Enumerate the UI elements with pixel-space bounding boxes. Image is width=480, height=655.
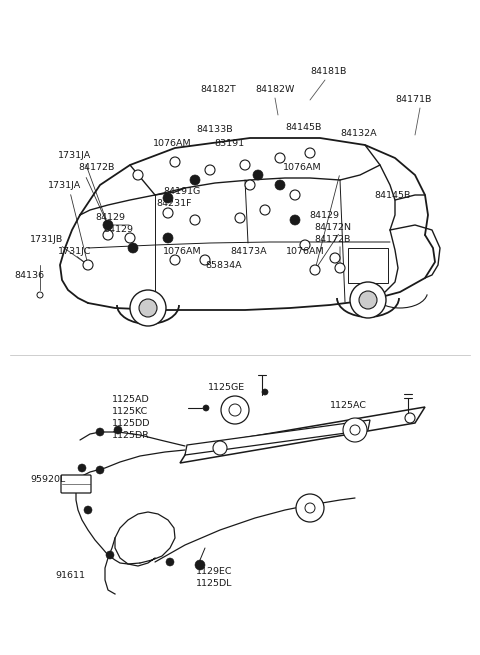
Text: 1125AC: 1125AC xyxy=(330,402,367,411)
Text: 84145B: 84145B xyxy=(285,124,322,132)
Circle shape xyxy=(139,299,157,317)
Circle shape xyxy=(300,240,310,250)
Circle shape xyxy=(78,464,86,472)
Circle shape xyxy=(275,153,285,163)
Circle shape xyxy=(37,292,43,298)
Text: 84129: 84129 xyxy=(103,225,133,234)
Text: 84171B: 84171B xyxy=(395,96,432,105)
Text: 1125DR: 1125DR xyxy=(112,432,150,441)
Circle shape xyxy=(335,263,345,273)
Circle shape xyxy=(221,396,249,424)
Circle shape xyxy=(83,260,93,270)
Circle shape xyxy=(350,282,386,318)
Text: 1125GE: 1125GE xyxy=(208,383,245,392)
Text: 84136: 84136 xyxy=(14,271,44,280)
Circle shape xyxy=(240,160,250,170)
Circle shape xyxy=(330,253,340,263)
Text: 84181B: 84181B xyxy=(310,67,347,77)
Circle shape xyxy=(190,175,200,185)
Text: 84132A: 84132A xyxy=(340,128,377,138)
Circle shape xyxy=(163,233,173,243)
Text: 1125DL: 1125DL xyxy=(196,578,232,588)
Text: 84182W: 84182W xyxy=(255,86,294,94)
Circle shape xyxy=(163,208,173,218)
Circle shape xyxy=(103,220,113,230)
Text: 1125AD: 1125AD xyxy=(112,396,150,405)
Polygon shape xyxy=(185,420,370,455)
Circle shape xyxy=(133,170,143,180)
Circle shape xyxy=(170,157,180,167)
Circle shape xyxy=(275,180,285,190)
Circle shape xyxy=(203,405,209,411)
Circle shape xyxy=(290,215,300,225)
Text: 84173A: 84173A xyxy=(230,248,266,257)
Circle shape xyxy=(405,413,415,423)
Circle shape xyxy=(359,291,377,309)
Text: 84129: 84129 xyxy=(309,212,339,221)
Circle shape xyxy=(163,193,173,203)
Circle shape xyxy=(125,233,135,243)
Circle shape xyxy=(205,165,215,175)
Circle shape xyxy=(195,560,205,570)
Circle shape xyxy=(260,205,270,215)
Circle shape xyxy=(343,418,367,442)
Circle shape xyxy=(305,503,315,513)
Circle shape xyxy=(213,441,227,455)
Text: 84172N: 84172N xyxy=(314,223,351,233)
Circle shape xyxy=(229,404,241,416)
Circle shape xyxy=(84,506,92,514)
Text: 1731JA: 1731JA xyxy=(48,181,81,191)
Text: 1076AM: 1076AM xyxy=(153,138,192,147)
Text: 84191G: 84191G xyxy=(163,187,200,196)
Text: 84129: 84129 xyxy=(95,214,125,223)
Text: 1731JA: 1731JA xyxy=(58,151,91,160)
Circle shape xyxy=(166,558,174,566)
Circle shape xyxy=(103,230,113,240)
Text: 1125DD: 1125DD xyxy=(112,419,151,428)
Circle shape xyxy=(200,255,210,265)
Text: 1076AM: 1076AM xyxy=(283,164,322,172)
Circle shape xyxy=(190,215,200,225)
Circle shape xyxy=(170,255,180,265)
Text: 84133B: 84133B xyxy=(196,126,233,134)
Text: 1731JB: 1731JB xyxy=(30,236,63,244)
Text: 84172B: 84172B xyxy=(78,164,114,172)
Text: 83191: 83191 xyxy=(214,138,244,147)
Circle shape xyxy=(96,428,104,436)
Circle shape xyxy=(296,494,324,522)
Polygon shape xyxy=(180,407,425,463)
Circle shape xyxy=(96,466,104,474)
Text: 1731JC: 1731JC xyxy=(58,248,92,257)
Circle shape xyxy=(106,551,114,559)
Circle shape xyxy=(310,265,320,275)
Text: 84145B: 84145B xyxy=(374,191,410,200)
Text: 1076AM: 1076AM xyxy=(286,248,324,257)
FancyBboxPatch shape xyxy=(61,475,91,493)
Text: 84182T: 84182T xyxy=(200,86,236,94)
Text: 85834A: 85834A xyxy=(205,261,241,271)
Circle shape xyxy=(130,290,166,326)
Text: 1129EC: 1129EC xyxy=(196,567,232,576)
Text: 91611: 91611 xyxy=(55,571,85,580)
Text: 1076AM: 1076AM xyxy=(163,248,202,257)
Circle shape xyxy=(305,148,315,158)
Text: 1125KC: 1125KC xyxy=(112,407,148,417)
Circle shape xyxy=(262,389,268,395)
Circle shape xyxy=(350,425,360,435)
Circle shape xyxy=(253,170,263,180)
Bar xyxy=(348,248,388,283)
Text: 95920L: 95920L xyxy=(30,476,65,485)
Circle shape xyxy=(245,180,255,190)
Circle shape xyxy=(114,426,122,434)
Text: 84231F: 84231F xyxy=(156,200,192,208)
Text: 84172B: 84172B xyxy=(314,236,350,244)
Circle shape xyxy=(290,190,300,200)
Circle shape xyxy=(235,213,245,223)
Circle shape xyxy=(128,243,138,253)
